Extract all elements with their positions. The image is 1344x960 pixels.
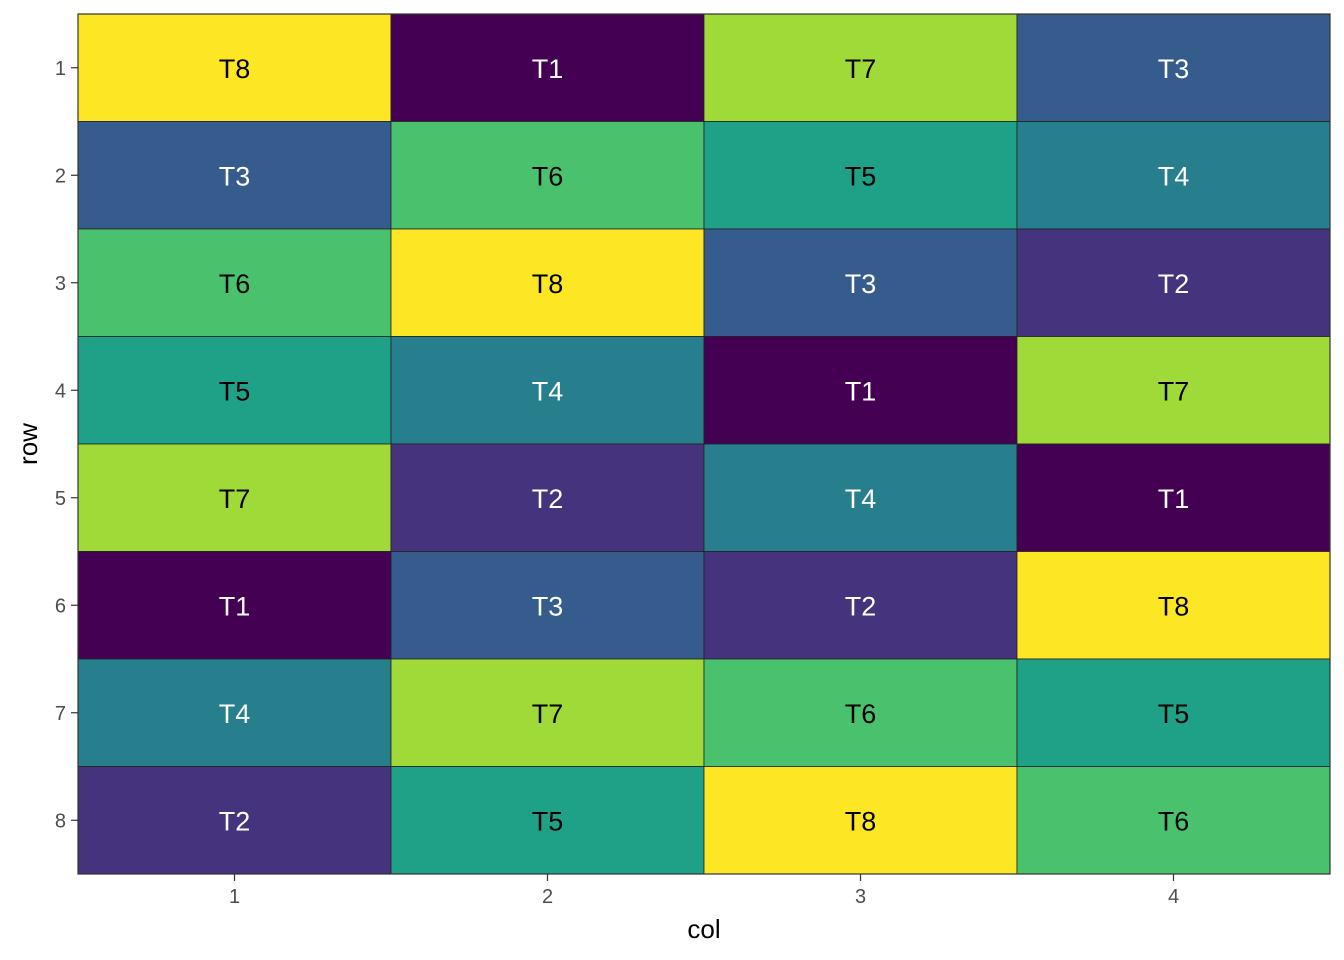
- heatmap-cell: [390, 551, 705, 660]
- cell-label: T3: [532, 591, 564, 621]
- x-tick-label: 4: [1168, 886, 1179, 908]
- heatmap-cell: [390, 443, 705, 552]
- cell-label: T5: [532, 806, 564, 836]
- heatmap-cell: [390, 13, 705, 122]
- cell-label: T1: [219, 591, 251, 621]
- cell-label: T6: [219, 269, 251, 299]
- x-axis-title: col: [687, 914, 720, 944]
- cell-label: T3: [1158, 54, 1190, 84]
- heatmap-cell: [703, 766, 1018, 875]
- heatmap-cell: [1016, 228, 1331, 337]
- y-tick-label: 5: [55, 488, 66, 510]
- cell-label: T5: [219, 376, 251, 406]
- heatmap-cell: [77, 443, 392, 552]
- heatmap-cell: [77, 121, 392, 230]
- cell-label: T8: [845, 806, 877, 836]
- cell-label: T6: [845, 699, 877, 729]
- heatmap-cell: [703, 658, 1018, 767]
- cell-label: T4: [845, 484, 877, 514]
- heatmap-cell: [77, 336, 392, 445]
- heatmap-cell: [390, 121, 705, 230]
- heatmap-cell: [703, 336, 1018, 445]
- cell-label: T8: [1158, 591, 1190, 621]
- heatmap-cell: [1016, 443, 1331, 552]
- cell-label: T8: [532, 269, 564, 299]
- cell-label: T6: [1158, 806, 1190, 836]
- cell-label: T6: [532, 161, 564, 191]
- y-tick-label: 3: [55, 273, 66, 295]
- heatmap-cell: [77, 766, 392, 875]
- cell-label: T4: [1158, 161, 1190, 191]
- cell-label: T2: [532, 484, 564, 514]
- cell-label: T2: [219, 806, 251, 836]
- y-tick-label: 7: [55, 703, 66, 725]
- cell-label: T2: [845, 591, 877, 621]
- cell-label: T3: [219, 161, 251, 191]
- cell-label: T8: [219, 54, 251, 84]
- heatmap-cell: [77, 551, 392, 660]
- heatmap-cell: [703, 443, 1018, 552]
- cell-label: T7: [1158, 376, 1190, 406]
- cell-label: T7: [532, 699, 564, 729]
- cell-label: T5: [1158, 699, 1190, 729]
- heatmap-cell: [390, 336, 705, 445]
- heatmap-cell: [703, 121, 1018, 230]
- cell-label: T3: [845, 269, 877, 299]
- cell-label: T5: [845, 161, 877, 191]
- heatmap-cell: [77, 658, 392, 767]
- y-tick-label: 8: [55, 810, 66, 832]
- heatmap-cell: [1016, 121, 1331, 230]
- heatmap-cell: [1016, 658, 1331, 767]
- y-tick-label: 1: [55, 58, 66, 80]
- cell-label: T1: [1158, 484, 1190, 514]
- cell-label: T2: [1158, 269, 1190, 299]
- y-tick-label: 6: [55, 595, 66, 617]
- cell-label: T4: [532, 376, 564, 406]
- y-axis: 1 2 3 4 5 6 7 8: [55, 58, 78, 832]
- cell-label: T4: [219, 699, 251, 729]
- x-tick-label: 3: [855, 886, 866, 908]
- heatmap-cells: T8 T1 T7 T3 T3 T6 T5 T4 T6 T8 T3 T2 T5 T4 T1 T7 T7 T2 T4 T1…: [77, 13, 1331, 875]
- heatmap-cell: [1016, 13, 1331, 122]
- x-tick-label: 1: [229, 886, 240, 908]
- y-tick-label: 4: [55, 380, 66, 402]
- heatmap-cell: [703, 551, 1018, 660]
- cell-label: T7: [219, 484, 251, 514]
- y-tick-label: 2: [55, 165, 66, 187]
- heatmap-cell: [390, 228, 705, 337]
- heatmap-cell: [1016, 336, 1331, 445]
- cell-label: T1: [845, 376, 877, 406]
- x-tick-label: 2: [542, 886, 553, 908]
- panel-border: [77, 13, 1331, 875]
- heatmap-cell: [390, 658, 705, 767]
- heatmap-cell: [77, 13, 392, 122]
- y-axis-title: row: [13, 423, 43, 465]
- cell-label: T7: [845, 54, 877, 84]
- x-axis: 1 2 3 4: [229, 874, 1179, 908]
- cell-label: T1: [532, 54, 564, 84]
